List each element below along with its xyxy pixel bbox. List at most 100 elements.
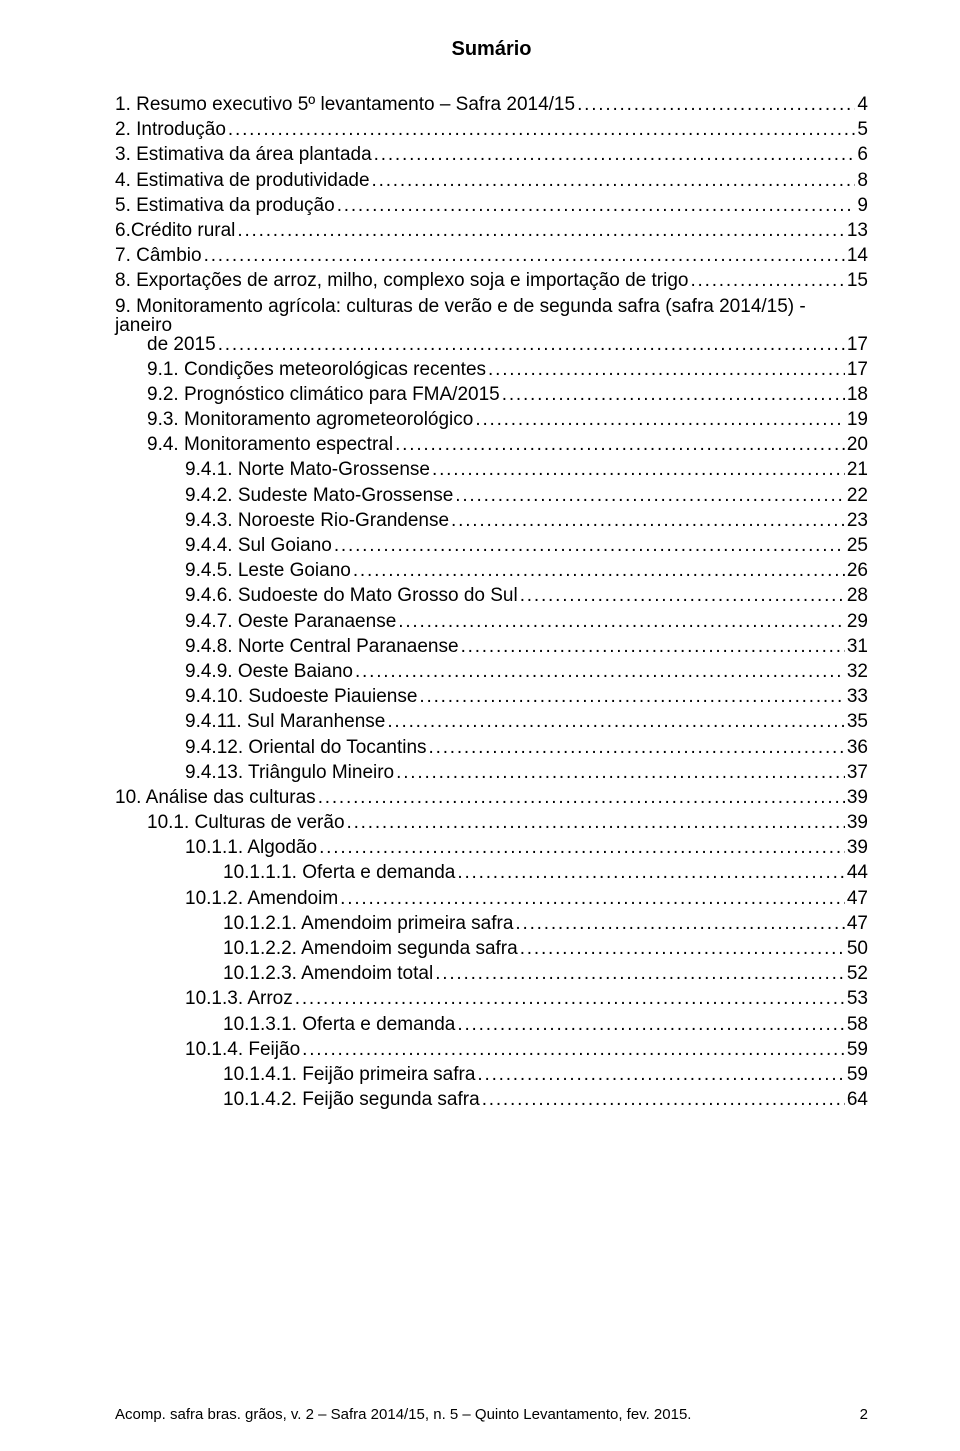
toc-entry-page: 53 xyxy=(845,989,868,1008)
toc-leader-dots xyxy=(513,914,844,933)
toc-entry-label: 9.2. Prognóstico climático para FMA/2015 xyxy=(147,385,500,404)
toc-entry-page: 28 xyxy=(845,586,868,605)
toc-leader-dots xyxy=(459,637,845,656)
toc-leader-dots xyxy=(300,1040,845,1059)
toc-leader-dots xyxy=(216,335,845,354)
toc-entry-label: 10.1.4.2. Feijão segunda safra xyxy=(223,1090,480,1109)
toc-leader-dots xyxy=(430,460,845,479)
toc-leader-dots xyxy=(235,221,844,240)
toc-entry-page: 50 xyxy=(845,939,868,958)
toc-entry-label: 10.1.3. Arroz xyxy=(185,989,293,1008)
toc-leader-dots xyxy=(226,120,856,139)
toc-entry-page: 44 xyxy=(845,863,868,882)
toc-entry-page: 39 xyxy=(845,838,868,857)
toc-entry-page: 20 xyxy=(845,435,868,454)
toc-entry-page: 31 xyxy=(845,637,868,656)
toc-entry: 9.4.13. Triângulo Mineiro 37 xyxy=(115,763,868,782)
document-page: Sumário 1. Resumo executivo 5º levantame… xyxy=(0,0,960,1451)
toc-entry: 9.4.4. Sul Goiano25 xyxy=(115,536,868,555)
toc-entry-label: 9.4.3. Noroeste Rio-Grandense xyxy=(185,511,449,530)
toc-entry: 9.4.6. Sudoeste do Mato Grosso do Sul28 xyxy=(115,586,868,605)
toc-leader-dots xyxy=(396,612,845,631)
page-footer: Acomp. safra bras. grãos, v. 2 – Safra 2… xyxy=(115,1406,868,1423)
toc-leader-dots xyxy=(688,271,844,290)
toc-leader-dots xyxy=(455,863,844,882)
toc-entry: 10.1.3.1. Oferta e demanda58 xyxy=(115,1015,868,1034)
toc-entry: 9.4.9. Oeste Baiano32 xyxy=(115,662,868,681)
toc-entry: 10.1.1.1. Oferta e demanda 44 xyxy=(115,863,868,882)
toc-entry-label: 9.4.10. Sudoeste Piauiense xyxy=(185,687,417,706)
toc-entry-label: 9.4.7. Oeste Paranaense xyxy=(185,612,396,631)
toc-leader-dots xyxy=(518,939,845,958)
toc-entry-label: 9.4.13. Triângulo Mineiro xyxy=(185,763,394,782)
toc-entry-label: 2. Introdução xyxy=(115,120,226,139)
toc-leader-dots xyxy=(338,889,845,908)
toc-entry-label: 5. Estimativa da produção xyxy=(115,196,335,215)
toc-entry-page: 59 xyxy=(845,1065,868,1084)
toc-entry-page: 26 xyxy=(845,561,868,580)
toc-entry-label: 8. Exportações de arroz, milho, complexo… xyxy=(115,271,688,290)
toc-entry: 9.1. Condições meteorológicas recentes17 xyxy=(115,360,868,379)
toc-entry-label-line1: 9. Monitoramento agrícola: culturas de v… xyxy=(115,297,868,335)
toc-entry: 9.4. Monitoramento espectral20 xyxy=(115,435,868,454)
toc-entry-page: 23 xyxy=(845,511,868,530)
toc-leader-dots xyxy=(317,838,845,857)
toc-entry-page: 4 xyxy=(855,95,868,114)
toc-entry-page: 5 xyxy=(855,120,868,139)
toc-leader-dots xyxy=(453,486,845,505)
toc-entry: 10.1.2.1. Amendoim primeira safra 47 xyxy=(115,914,868,933)
table-of-contents: 1. Resumo executivo 5º levantamento – Sa… xyxy=(115,95,868,1109)
toc-entry-page: 64 xyxy=(845,1090,868,1109)
toc-leader-dots xyxy=(518,586,845,605)
toc-leader-dots xyxy=(394,763,845,782)
toc-leader-dots xyxy=(370,171,856,190)
toc-leader-dots xyxy=(449,511,845,530)
toc-entry-label: 10. Análise das culturas xyxy=(115,788,316,807)
toc-entry-label: 10.1. Culturas de verão xyxy=(147,813,345,832)
toc-entry: 10.1.4. Feijão 59 xyxy=(115,1040,868,1059)
toc-entry-label: 6.Crédito rural xyxy=(115,221,235,240)
toc-entry: 10.1.1. Algodão 39 xyxy=(115,838,868,857)
toc-entry-line2: de 201517 xyxy=(115,335,868,354)
toc-entry: 9.4.1. Norte Mato-Grossense 21 xyxy=(115,460,868,479)
toc-entry-label: 9.4.12. Oriental do Tocantins xyxy=(185,738,427,757)
toc-entry-page: 17 xyxy=(845,335,868,354)
toc-entry-page: 19 xyxy=(845,410,868,429)
toc-leader-dots xyxy=(427,738,845,757)
toc-leader-dots xyxy=(353,662,845,681)
toc-leader-dots xyxy=(480,1090,845,1109)
toc-entry: 10.1.2.3. Amendoim total 52 xyxy=(115,964,868,983)
toc-entry: 9.4.8. Norte Central Paranaense31 xyxy=(115,637,868,656)
toc-entry-page: 59 xyxy=(845,1040,868,1059)
toc-entry-label: 10.1.4. Feijão xyxy=(185,1040,300,1059)
toc-entry-page: 37 xyxy=(845,763,868,782)
toc-entry: 9.4.5. Leste Goiano26 xyxy=(115,561,868,580)
toc-entry: 7. Câmbio14 xyxy=(115,246,868,265)
toc-entry: 6.Crédito rural13 xyxy=(115,221,868,240)
toc-leader-dots xyxy=(433,964,845,983)
toc-leader-dots xyxy=(293,989,845,1008)
toc-leader-dots xyxy=(332,536,845,555)
toc-entry-label: 9.3. Monitoramento agrometeorológico xyxy=(147,410,473,429)
toc-entry-label: 9.4.1. Norte Mato-Grossense xyxy=(185,460,430,479)
footer-page-number: 2 xyxy=(860,1406,868,1423)
toc-entry: 10.1.3. Arroz 53 xyxy=(115,989,868,1008)
toc-entry: 3. Estimativa da área plantada 6 xyxy=(115,145,868,164)
toc-entry-label: 10.1.4.1. Feijão primeira safra xyxy=(223,1065,475,1084)
toc-entry-label: 7. Câmbio xyxy=(115,246,202,265)
toc-entry-page: 21 xyxy=(845,460,868,479)
toc-entry-label: 4. Estimativa de produtividade xyxy=(115,171,370,190)
toc-entry: 10.1.4.2. Feijão segunda safra 64 xyxy=(115,1090,868,1109)
toc-entry-label: 9.4.4. Sul Goiano xyxy=(185,536,332,555)
toc-entry: 5. Estimativa da produção 9 xyxy=(115,196,868,215)
toc-entry: 10.1.2.2. Amendoim segunda safra 50 xyxy=(115,939,868,958)
toc-entry-label: 9.1. Condições meteorológicas recentes xyxy=(147,360,486,379)
toc-entry: 9.2. Prognóstico climático para FMA/2015… xyxy=(115,385,868,404)
toc-entry-page: 58 xyxy=(845,1015,868,1034)
toc-entry: 9.4.12. Oriental do Tocantins 36 xyxy=(115,738,868,757)
toc-entry-page: 36 xyxy=(845,738,868,757)
toc-entry: 9.4.11. Sul Maranhense35 xyxy=(115,712,868,731)
toc-entry-page: 15 xyxy=(845,271,868,290)
toc-leader-dots xyxy=(473,410,845,429)
toc-entry-label: 10.1.1.1. Oferta e demanda xyxy=(223,863,455,882)
